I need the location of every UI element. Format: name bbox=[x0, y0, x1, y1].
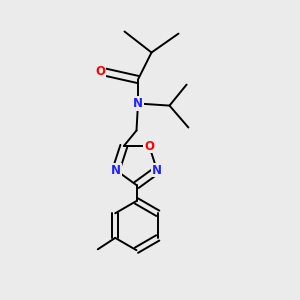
Text: O: O bbox=[144, 140, 154, 152]
Text: N: N bbox=[152, 164, 162, 177]
Text: N: N bbox=[111, 164, 121, 177]
Text: O: O bbox=[95, 64, 106, 78]
Text: N: N bbox=[133, 97, 143, 110]
